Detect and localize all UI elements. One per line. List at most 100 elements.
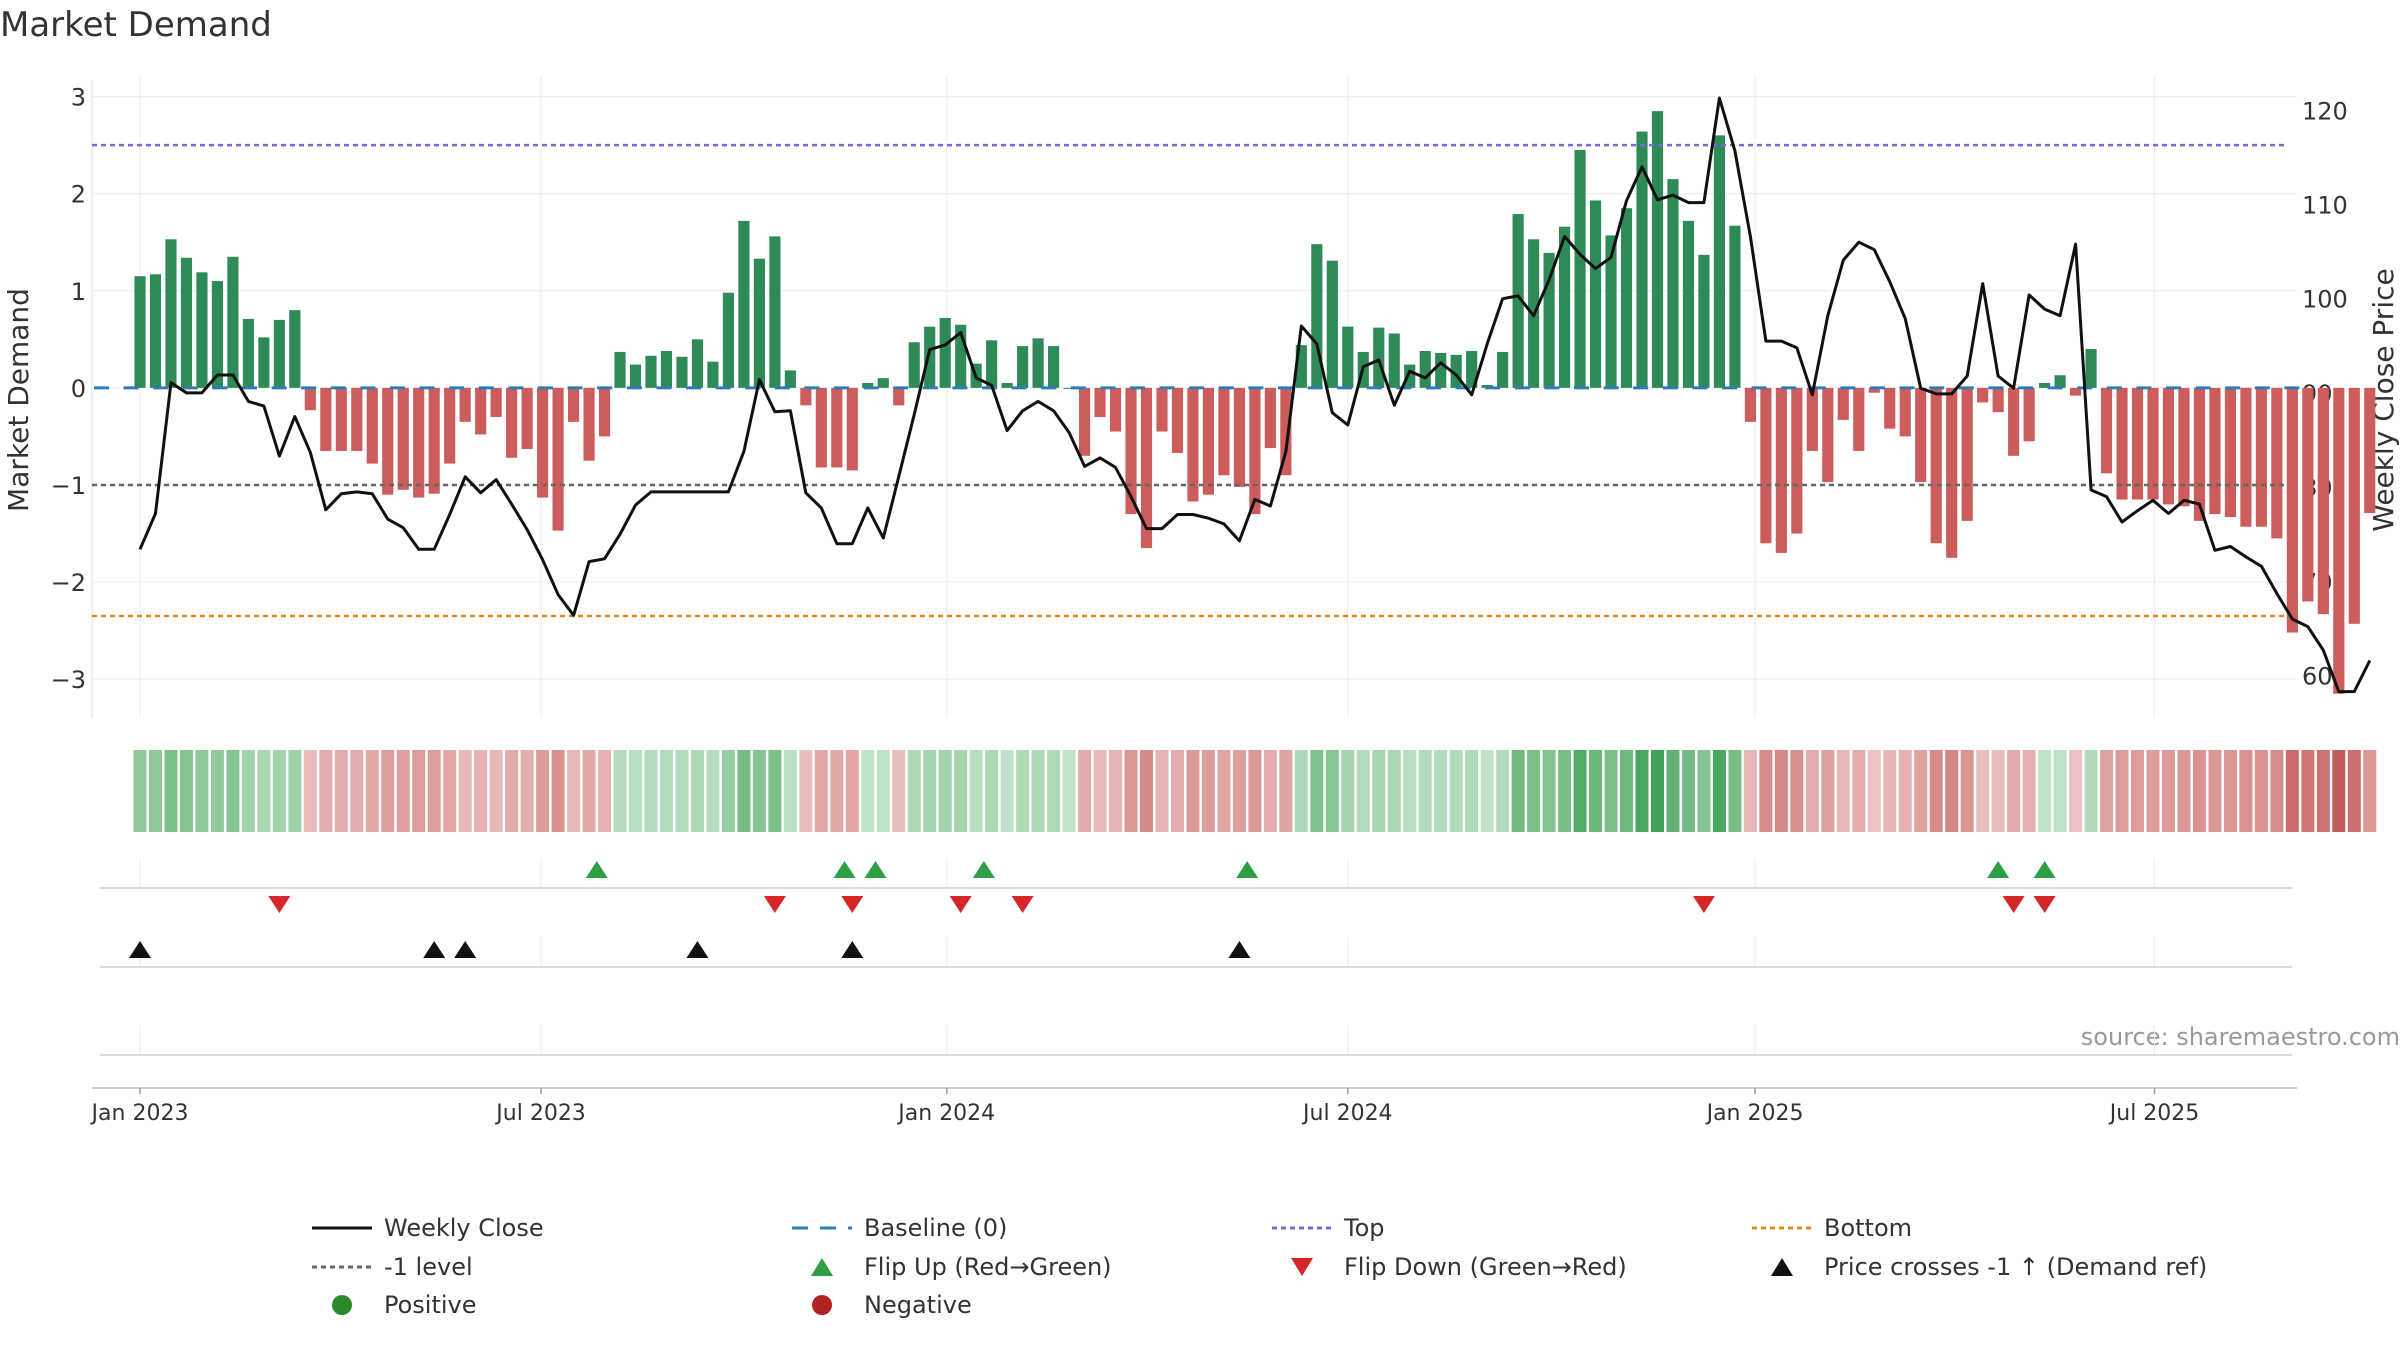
heat-cell — [1976, 750, 1990, 832]
heat-cell — [690, 750, 704, 832]
positive-demand-bar — [645, 355, 657, 388]
heat-cell — [2053, 750, 2067, 832]
negative-demand-bar — [800, 387, 812, 406]
heat-cell — [474, 750, 488, 832]
negative-demand-bar — [1806, 387, 1818, 451]
positive-demand-bar — [134, 276, 146, 388]
positive-demand-bar — [289, 310, 301, 388]
heat-cell — [1991, 750, 2005, 832]
heat-cell — [2161, 750, 2175, 832]
negative-demand-bar — [1249, 387, 1261, 515]
heat-cell — [1387, 750, 1401, 832]
positive-demand-bar — [1589, 200, 1602, 388]
price-cross-marker — [686, 941, 709, 958]
positive-demand-bar — [1373, 327, 1385, 388]
heat-cell — [1201, 750, 1215, 832]
heat-cell — [1914, 750, 1928, 832]
positive-demand-bar — [1497, 351, 1509, 388]
heat-cell — [768, 750, 782, 832]
negative-demand-bar — [2131, 387, 2144, 500]
y-axis-label: Market Demand — [2, 288, 35, 512]
positive-demand-bar — [939, 317, 951, 388]
heat-cell — [1666, 750, 1680, 832]
heat-cell — [2285, 750, 2299, 832]
heat-cell — [1449, 750, 1463, 832]
heat-cell — [969, 750, 983, 832]
heat-cell — [1558, 750, 1572, 832]
negative-demand-bar — [846, 387, 858, 471]
heat-cell — [892, 750, 906, 832]
heat-cell — [2363, 750, 2377, 832]
heat-cell — [1325, 750, 1339, 832]
legend-label: Positive — [384, 1291, 477, 1319]
positive-demand-bar — [1651, 111, 1664, 388]
positive-demand-bar — [707, 361, 719, 388]
negative-demand-bar — [1853, 387, 1865, 451]
heat-cell — [985, 750, 999, 832]
positive-demand-bar — [1295, 345, 1307, 388]
negative-demand-bar — [815, 387, 827, 468]
heat-cell — [1805, 750, 1819, 832]
negative-demand-bar — [567, 387, 580, 422]
y-tick-label: 3 — [71, 84, 86, 112]
negative-demand-bar — [1791, 387, 1803, 534]
heat-cell — [1573, 750, 1587, 832]
positive-demand-bar — [877, 378, 889, 388]
heat-cell — [814, 750, 828, 832]
flip-up-marker — [1236, 861, 1259, 878]
flip-down-marker — [949, 896, 972, 913]
positive-demand-bar — [955, 324, 967, 388]
flip-down-marker — [763, 896, 786, 913]
negative-demand-bar — [1187, 387, 1199, 502]
legend-label: Top — [1343, 1214, 1385, 1242]
y2-tick-label: 60 — [2302, 663, 2333, 691]
heat-cell — [675, 750, 689, 832]
flip-down-marker — [2002, 896, 2025, 913]
positive-demand-bar — [149, 274, 162, 388]
negative-demand-bar — [2193, 387, 2206, 521]
heat-cell — [954, 750, 968, 832]
heat-cell — [2007, 750, 2021, 832]
chart-title: Market Demand — [0, 5, 272, 45]
negative-demand-bar — [1915, 387, 1927, 483]
negative-demand-bar — [1837, 387, 1849, 420]
positive-demand-bar — [1017, 346, 1029, 388]
heat-cell — [706, 750, 720, 832]
negative-demand-bar — [490, 387, 502, 417]
heat-cell — [613, 750, 627, 832]
heat-cell — [2146, 750, 2160, 832]
negative-demand-bar — [831, 387, 843, 468]
heat-cell — [1790, 750, 1804, 832]
heat-cell — [195, 750, 209, 832]
positive-demand-bar — [738, 220, 750, 388]
heat-cell — [334, 750, 348, 832]
heat-cell — [1883, 750, 1897, 832]
negative-demand-bar — [1140, 387, 1153, 549]
heat-cell — [845, 750, 859, 832]
flip-up-marker — [585, 861, 608, 878]
heat-cell — [1047, 750, 1061, 832]
heat-cell — [1279, 750, 1293, 832]
heat-cell — [1170, 750, 1184, 832]
negative-demand-bar — [1961, 387, 1973, 521]
negative-demand-bar — [397, 387, 409, 490]
heat-cell — [1341, 750, 1355, 832]
positive-demand-bar — [908, 342, 920, 388]
heat-cell — [1728, 750, 1742, 832]
heat-cell — [1743, 750, 1757, 832]
negative-demand-bar — [583, 387, 595, 461]
heat-cell — [257, 750, 271, 832]
positive-demand-bar — [1574, 149, 1586, 388]
heat-cell — [1356, 750, 1370, 832]
heat-cell — [1712, 750, 1726, 832]
heat-cell — [923, 750, 937, 832]
negative-demand-bar — [1078, 387, 1091, 456]
negative-demand-bar — [475, 387, 487, 435]
negative-demand-bar — [428, 387, 440, 494]
heat-cell — [1527, 750, 1541, 832]
event-markers — [129, 861, 2056, 958]
heat-cell — [2131, 750, 2145, 832]
positive-demand-bar — [769, 236, 781, 388]
heat-cell — [319, 750, 333, 832]
x-tick-label: Jul 2023 — [494, 1101, 586, 1126]
